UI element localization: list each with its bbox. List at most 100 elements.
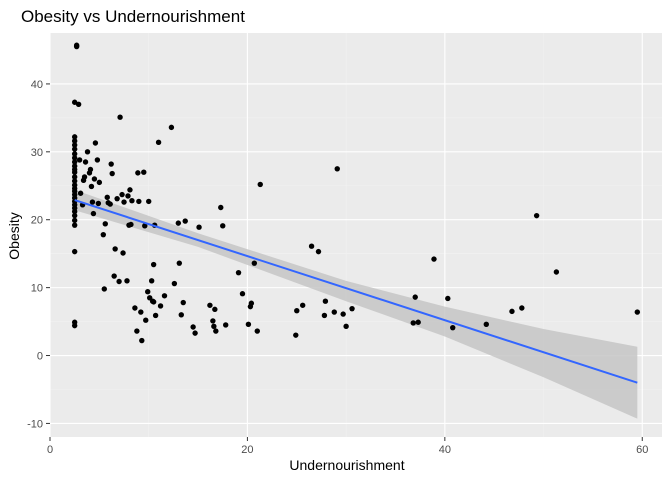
data-point bbox=[176, 260, 183, 266]
data-point bbox=[150, 261, 157, 268]
data-point bbox=[331, 309, 337, 315]
data-point bbox=[71, 134, 78, 140]
data-point bbox=[410, 320, 416, 326]
data-point bbox=[75, 101, 82, 107]
data-point bbox=[120, 250, 126, 256]
data-point bbox=[71, 146, 78, 152]
data-point bbox=[445, 295, 451, 302]
data-point bbox=[321, 312, 328, 319]
data-point bbox=[168, 124, 175, 131]
data-point bbox=[92, 140, 99, 146]
data-point bbox=[207, 302, 213, 308]
data-point bbox=[143, 317, 149, 323]
data-point bbox=[142, 223, 148, 229]
data-point bbox=[71, 138, 78, 144]
confidence-band bbox=[74, 189, 638, 419]
data-point bbox=[112, 246, 118, 252]
data-point bbox=[349, 305, 355, 312]
data-point bbox=[150, 299, 157, 305]
data-point bbox=[71, 151, 78, 157]
data-point bbox=[71, 155, 78, 161]
data-point bbox=[415, 319, 421, 325]
y-tick-label: 40 bbox=[31, 79, 43, 91]
data-point bbox=[91, 176, 98, 182]
data-point bbox=[155, 139, 162, 146]
data-point bbox=[254, 328, 260, 334]
data-point bbox=[210, 318, 216, 324]
data-point bbox=[71, 174, 78, 180]
x-tick-label: 0 bbox=[47, 444, 53, 456]
data-point bbox=[171, 280, 178, 287]
data-point bbox=[192, 330, 198, 336]
data-point bbox=[134, 328, 140, 334]
data-point bbox=[299, 302, 306, 308]
data-point bbox=[87, 166, 94, 173]
data-point bbox=[117, 114, 123, 120]
data-point bbox=[157, 303, 164, 309]
data-point bbox=[111, 273, 117, 279]
data-point bbox=[138, 309, 144, 315]
data-point bbox=[308, 243, 315, 249]
data-point bbox=[71, 217, 78, 224]
x-axis-title: Undernourishment bbox=[289, 457, 404, 473]
data-point bbox=[343, 323, 349, 330]
data-point bbox=[114, 195, 120, 202]
data-point bbox=[76, 157, 83, 163]
data-point bbox=[257, 181, 263, 188]
data-point bbox=[71, 222, 78, 228]
data-point bbox=[182, 218, 188, 224]
data-point bbox=[116, 278, 122, 285]
data-point bbox=[533, 212, 540, 219]
data-point bbox=[71, 212, 78, 219]
data-point bbox=[223, 322, 229, 328]
data-point bbox=[212, 306, 218, 313]
data-point bbox=[211, 323, 217, 330]
y-tick-label: 20 bbox=[31, 215, 43, 227]
data-point bbox=[119, 191, 125, 198]
y-tick-label: 30 bbox=[31, 147, 43, 159]
data-point bbox=[127, 187, 133, 193]
data-point bbox=[340, 311, 346, 317]
trend-line bbox=[74, 199, 638, 384]
data-point bbox=[77, 190, 84, 196]
data-point bbox=[483, 321, 489, 327]
data-point bbox=[148, 278, 155, 284]
data-point bbox=[175, 220, 182, 226]
data-point bbox=[132, 305, 138, 311]
data-point bbox=[88, 183, 95, 190]
data-point bbox=[84, 149, 91, 155]
data-point bbox=[450, 324, 456, 331]
data-point bbox=[128, 221, 134, 228]
data-point bbox=[509, 308, 515, 315]
data-point bbox=[519, 305, 525, 311]
data-point bbox=[334, 166, 340, 172]
data-point bbox=[218, 204, 224, 211]
chart-title: Obesity vs Undernourishment bbox=[21, 7, 245, 26]
data-point bbox=[220, 223, 226, 229]
y-tick-label: 0 bbox=[37, 351, 43, 363]
data-point bbox=[190, 324, 196, 330]
data-point bbox=[73, 43, 80, 50]
y-tick-label: 10 bbox=[31, 283, 43, 295]
data-point bbox=[412, 294, 418, 300]
data-point bbox=[145, 288, 151, 295]
data-point bbox=[107, 201, 113, 207]
data-point bbox=[81, 174, 88, 180]
data-point bbox=[108, 161, 114, 167]
data-point bbox=[315, 248, 322, 255]
x-tick-label: 60 bbox=[636, 444, 648, 456]
data-point bbox=[239, 291, 246, 297]
data-points bbox=[71, 42, 641, 344]
y-tick-label: -10 bbox=[27, 418, 43, 430]
data-point bbox=[71, 248, 78, 255]
data-point bbox=[71, 322, 78, 329]
data-point bbox=[71, 142, 78, 148]
data-point bbox=[139, 337, 145, 344]
data-point bbox=[100, 231, 107, 238]
data-point bbox=[196, 224, 202, 230]
data-point bbox=[95, 200, 102, 207]
data-point bbox=[293, 332, 299, 338]
data-point bbox=[94, 157, 101, 163]
data-point bbox=[82, 159, 89, 165]
data-point bbox=[553, 269, 560, 275]
